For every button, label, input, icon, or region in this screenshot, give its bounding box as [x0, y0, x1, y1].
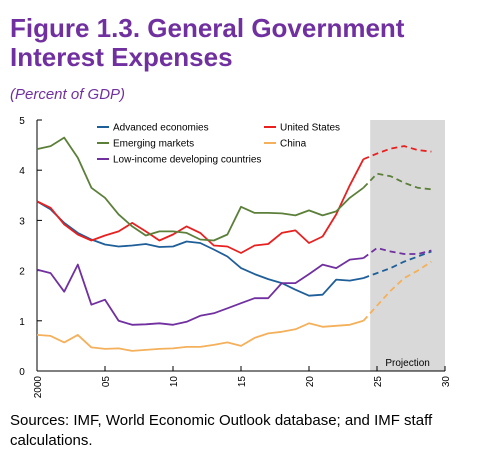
- x-tick-label: 2000: [33, 376, 44, 399]
- x-tick-label: 15: [237, 376, 248, 388]
- y-tick-label: 0: [19, 367, 25, 378]
- legend-label: United States: [280, 123, 340, 134]
- figure-subtitle: (Percent of GDP): [10, 86, 126, 103]
- series-line: [36, 158, 365, 254]
- figure-title: Figure 1.3. General Government Interest …: [10, 13, 405, 72]
- series-line: [36, 200, 364, 297]
- y-tick-label: 1: [19, 317, 25, 328]
- y-tick-label: 3: [19, 216, 25, 227]
- series-projection-line: [362, 247, 432, 259]
- x-tick-label: 30: [441, 376, 452, 388]
- x-tick-label: 20: [305, 376, 316, 388]
- x-tick-label: 25: [373, 376, 384, 388]
- legend-label: Emerging markets: [113, 139, 194, 150]
- legend-label: Low-income developing countries: [113, 155, 261, 166]
- series-projection-line: [363, 250, 432, 279]
- x-tick-label: 10: [169, 376, 180, 388]
- legend-label: China: [280, 139, 307, 150]
- series-projection-line: [363, 145, 432, 161]
- projection-label: Projection: [385, 358, 429, 369]
- x-tick-label: 05: [101, 376, 112, 388]
- series-line: [36, 257, 364, 326]
- y-tick-label: 4: [19, 166, 25, 177]
- projection-shading: [370, 120, 445, 371]
- y-tick-label: 5: [19, 116, 25, 127]
- source-note: Sources: IMF, World Economic Outlook dat…: [10, 412, 433, 449]
- series-line: [36, 136, 364, 242]
- y-tick-label: 2: [19, 267, 25, 278]
- legend-label: Advanced economies: [113, 123, 209, 134]
- series-projection-line: [362, 172, 432, 191]
- series-line: [36, 319, 364, 352]
